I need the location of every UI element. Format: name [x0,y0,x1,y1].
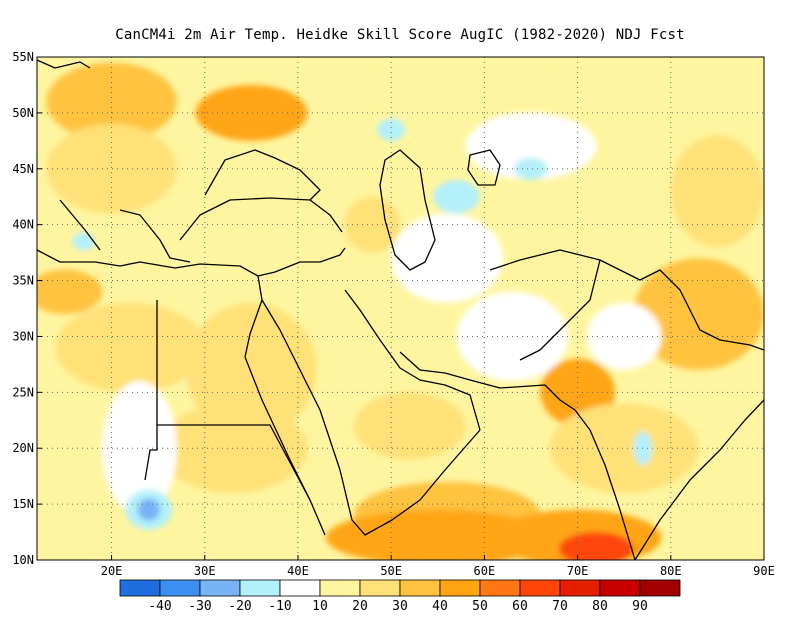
italy-coast [59,199,101,251]
x-tick-label-70: 70E [567,564,589,578]
skill-region-12 [670,135,764,248]
y-tick-label-55: 55N [12,50,34,64]
colorbar-swatch-11 [559,579,601,597]
colorbar-label-10: 70 [552,599,568,614]
colorbar-swatch-9 [479,579,521,597]
skill-region-22 [102,381,177,516]
colorbar-swatch-8 [439,579,481,597]
colorbar: -40 -30 -20 -10 10 20 30 40 50 60 70 80 90 [119,579,681,614]
x-tick-label-30: 30E [194,564,216,578]
y-tick-label-10: 10N [12,553,34,567]
skill-region-29 [137,498,161,521]
aral-sea [467,149,501,186]
arabia-coast [261,299,481,536]
colorbar-label-6: 30 [392,599,408,614]
y-tick-label-20: 20N [12,441,34,455]
skill-region-19 [391,213,504,303]
x-tick-label-60: 60E [474,564,496,578]
skill-region-24 [433,179,480,214]
greece-coast [119,209,191,263]
colorbar-swatch-6 [359,579,401,597]
north-africa-coast [37,249,263,358]
x-tick-label-40: 40E [287,564,309,578]
skill-region-18 [558,532,634,560]
y-tick-label-40: 40N [12,218,34,232]
colorbar-label-0: -40 [148,599,171,614]
coastlines-and-borders [37,59,764,560]
skill-region-2 [195,96,252,130]
colorbar-swatch-2 [199,579,241,597]
x-tick-label-90: 90E [753,564,775,578]
colorbar-label-8: 50 [472,599,488,614]
persian-gulf [344,289,481,431]
afghan-border [489,249,601,361]
red-sea-west-coast [244,356,326,536]
x-tick-label-50: 50E [380,564,402,578]
colorbar-label-5: 20 [352,599,368,614]
colorbar-swatch-13 [639,579,681,597]
colorbar-label-2: -20 [228,599,251,614]
skill-region-3 [46,124,177,214]
colorbar-swatch-7 [399,579,441,597]
y-tick-label-30: 30N [12,329,34,343]
himalaya-border [599,259,764,351]
plot-area [37,57,764,560]
plot-frame [36,56,765,561]
black-sea-north [204,149,321,201]
colorbar-swatch-5 [319,579,361,597]
colorbar-label-7: 40 [432,599,448,614]
skill-region-4 [37,269,103,315]
y-tick-label-25: 25N [12,385,34,399]
y-tick-label-45: 45N [12,162,34,176]
colorbar-label-11: 80 [592,599,608,614]
colorbar-label-12: 90 [632,599,648,614]
iran-india-coast [399,351,636,560]
skill-region-26 [377,118,406,141]
colorbar-label-1: -30 [188,599,211,614]
skill-region-16 [325,509,550,560]
colorbar-label-3: -10 [268,599,291,614]
colorbar-label-4: 10 [312,599,328,614]
skill-region-25 [514,157,548,180]
skill-region-0 [46,62,177,141]
x-tick-label-80: 80E [660,564,682,578]
colorbar-label-9: 60 [512,599,528,614]
colorbar-swatch-1 [159,579,201,597]
colorbar-swatch-10 [519,579,561,597]
colorbar-swatch-3 [239,579,281,597]
colorbar-swatch-0 [119,579,161,597]
y-tick-label-50: 50N [12,106,34,120]
skill-region-30 [72,232,95,251]
skill-region-8 [353,392,466,460]
chad-border [144,300,158,481]
black-sea-south [179,197,343,241]
skill-region-5 [55,302,205,393]
colorbar-swatch-12 [599,579,641,597]
caspian-sea [379,149,436,271]
chart-title: CanCM4i 2m Air Temp. Heidke Skill Score … [115,27,685,43]
colorbar-swatch-4 [279,579,321,597]
sudan-border [157,424,311,501]
levant-coast [257,247,346,277]
x-tick-label-20: 20E [101,564,123,578]
skill-region-21 [586,302,662,370]
y-tick-label-35: 35N [12,274,34,288]
skill-region-10 [372,57,559,125]
india-east-coast [634,399,764,560]
baltic-coast [37,59,91,69]
skill-region-14 [549,403,699,493]
skill-region-6 [186,302,317,438]
y-tick-label-15: 15N [12,497,34,511]
